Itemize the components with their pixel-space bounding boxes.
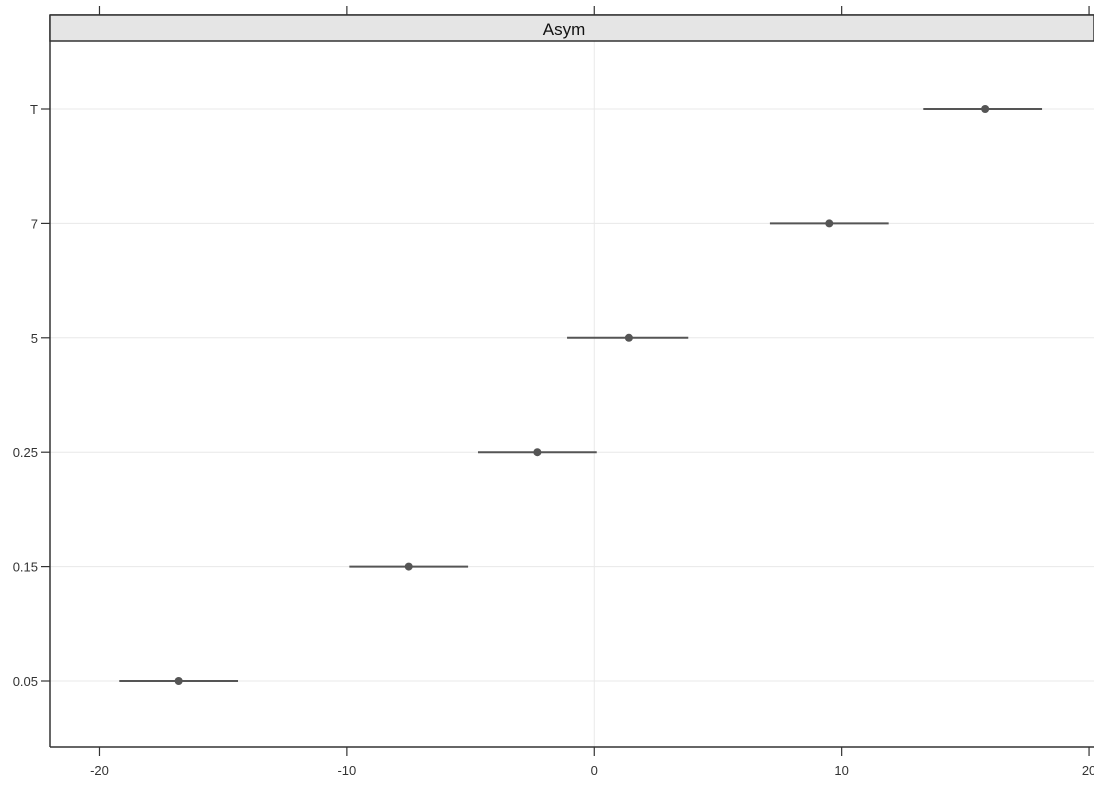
x-tick-label: -20 [90, 763, 109, 778]
data-point [624, 333, 633, 342]
axes: -20 -10 0 10 20 0.05 0.15 0.25 5 7 T [13, 6, 1094, 778]
y-tick-label: T [30, 102, 38, 117]
y-tick-label: 5 [31, 331, 38, 346]
data-point [825, 219, 834, 228]
x-tick-label: 0 [591, 763, 598, 778]
panel-title: Asym [543, 20, 586, 39]
panel-strip-background [49, 14, 1094, 42]
panel-strip: Asym [49, 14, 1094, 42]
data-marks [119, 105, 1043, 685]
x-tick-label: 20 [1082, 763, 1094, 778]
data-point [404, 562, 413, 571]
y-tick-label: 0.15 [13, 560, 38, 575]
x-tick-label: -10 [337, 763, 356, 778]
y-tick-label: 0.25 [13, 445, 38, 460]
grid-layer [50, 41, 1094, 747]
data-point [533, 448, 542, 457]
data-point [981, 105, 990, 113]
x-tick-label: 10 [834, 763, 848, 778]
y-tick-label: 0.05 [13, 674, 38, 689]
y-tick-label: 7 [31, 216, 38, 231]
data-point [174, 677, 183, 685]
plot-frame [49, 14, 1094, 748]
